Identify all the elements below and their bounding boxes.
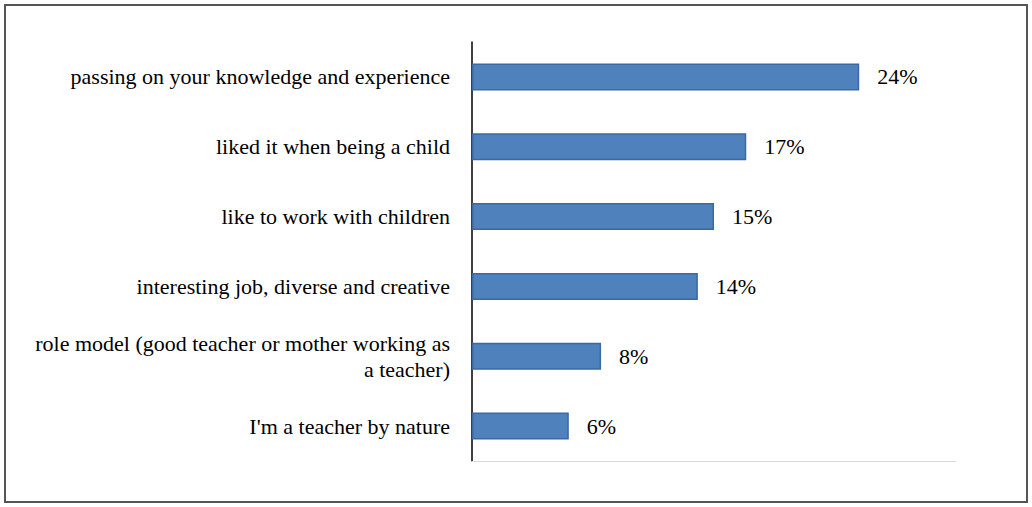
svg-text:passing on your knowledge and: passing on your knowledge and experience [71, 64, 450, 89]
svg-text:like to work with children: like to work with children [221, 204, 450, 229]
svg-text:interesting job, diverse and c: interesting job, diverse and creative [137, 274, 450, 299]
svg-text:14%: 14% [716, 274, 756, 299]
svg-text:I'm a teacher by nature: I'm a teacher by nature [249, 414, 450, 439]
svg-text:role model (good teacher or mo: role model (good teacher or mother worki… [35, 331, 450, 356]
svg-text:6%: 6% [587, 414, 616, 439]
svg-text:liked it when being a child: liked it when being a child [216, 134, 450, 159]
svg-text:8%: 8% [619, 344, 648, 369]
svg-text:24%: 24% [877, 64, 917, 89]
svg-text:15%: 15% [732, 204, 772, 229]
svg-text:a teacher): a teacher) [358, 357, 450, 382]
svg-text:17%: 17% [764, 134, 804, 159]
